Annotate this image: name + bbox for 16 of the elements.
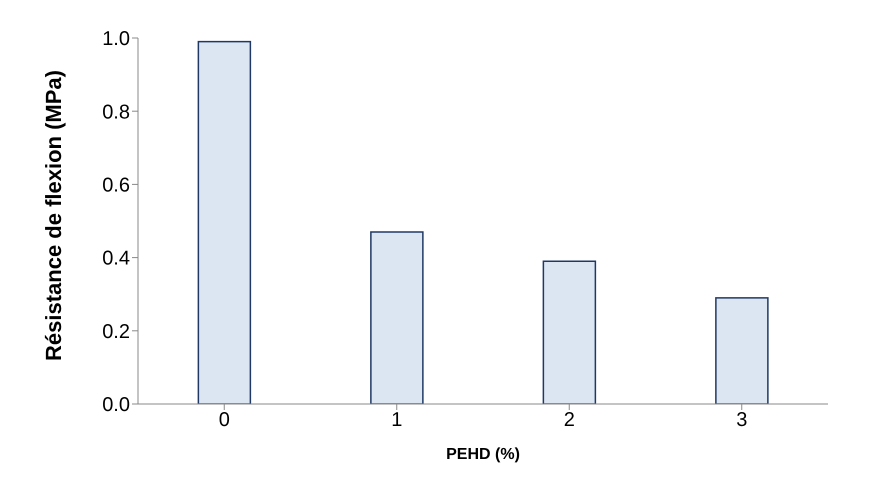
bar — [715, 297, 769, 404]
y-tick-label: 0.8 — [102, 101, 130, 124]
x-axis-title: PEHD (%) — [446, 446, 520, 463]
y-tick-label: 0.0 — [102, 394, 130, 416]
x-tick-label: 3 — [736, 409, 748, 432]
y-axis-title: Résistance de flexion (MPa) — [40, 70, 66, 361]
y-tick-label: 0.2 — [102, 320, 130, 343]
x-tick-label: 0 — [218, 409, 230, 432]
bar — [198, 40, 252, 404]
bar — [370, 231, 424, 404]
x-tick-label: 2 — [564, 409, 575, 432]
y-tick-label: 0.4 — [102, 248, 130, 270]
bar — [542, 260, 596, 404]
x-tick-label: 1 — [391, 409, 402, 432]
y-tick-label: 1.0 — [102, 28, 130, 50]
y-tick-label: 0.6 — [102, 174, 130, 196]
